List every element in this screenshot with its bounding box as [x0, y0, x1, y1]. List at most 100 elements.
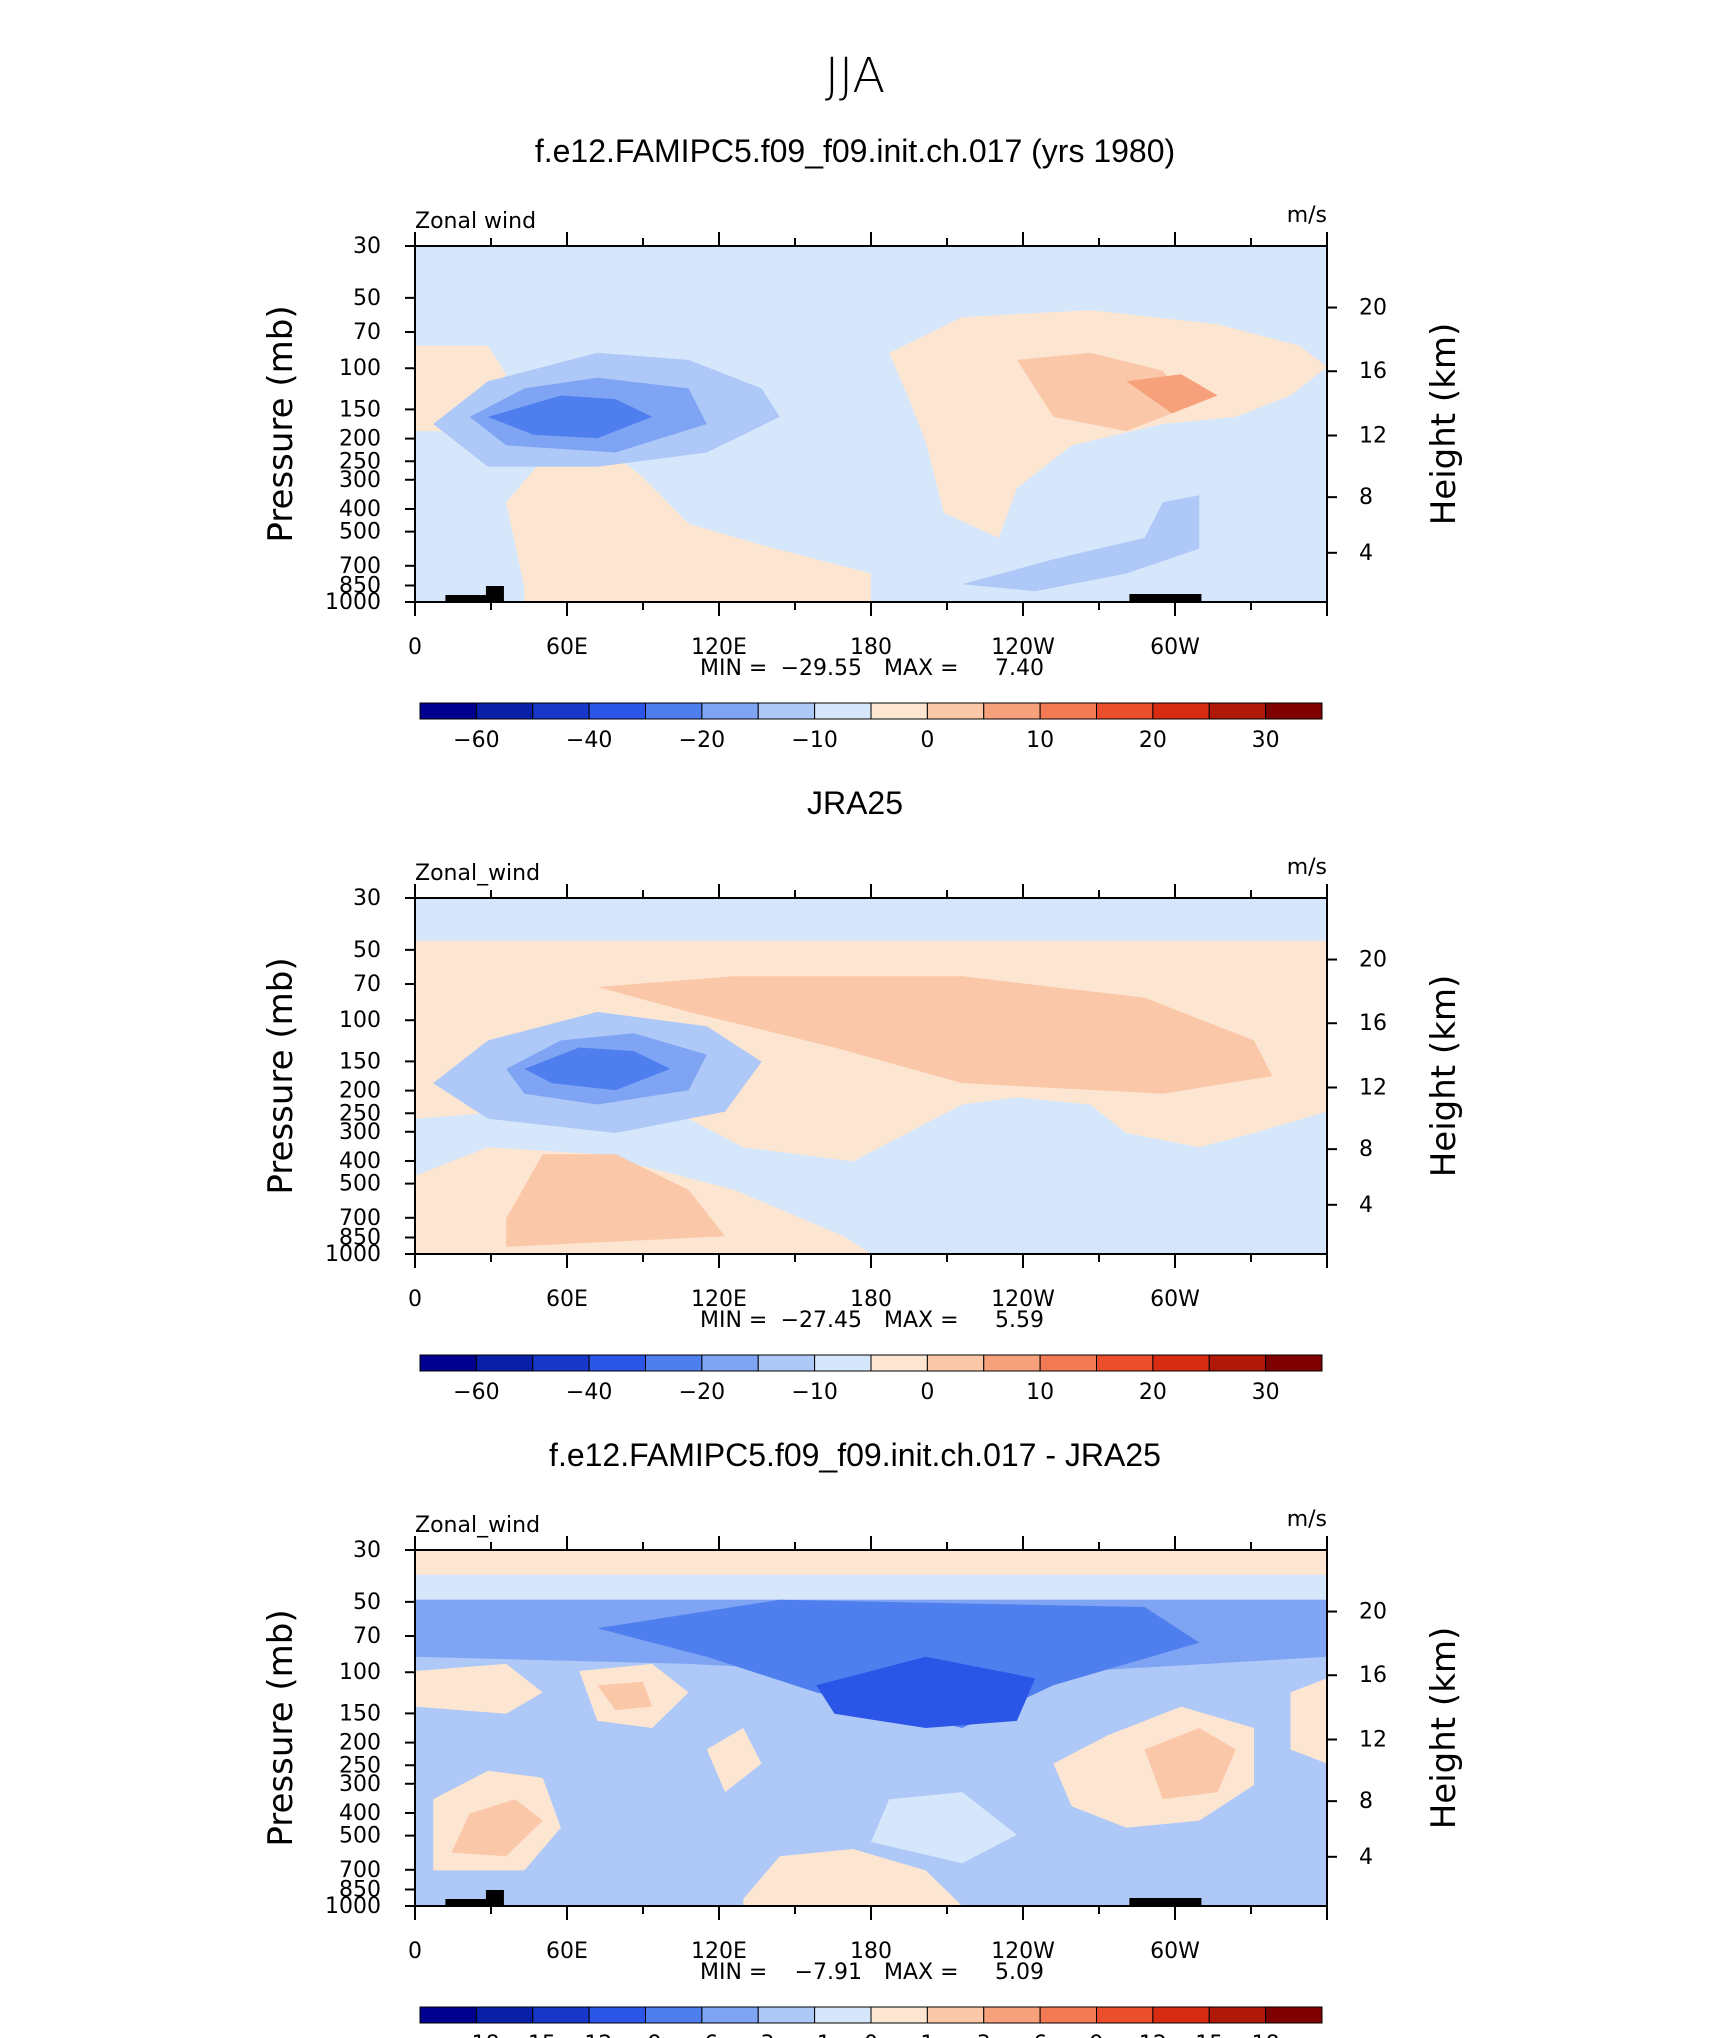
x-tick-label: 60E: [546, 635, 588, 660]
right-tick-label: 20: [1359, 296, 1387, 321]
contour-region: [506, 441, 871, 602]
x-tick-label: 120E: [691, 1287, 747, 1312]
colorbar-swatch: [645, 2006, 703, 2024]
colorbar-swatch: [1208, 1354, 1267, 1372]
contour-region: [415, 1574, 1327, 1600]
y-tick-label: 100: [339, 356, 381, 381]
colorbar-label: −3: [742, 2032, 774, 2038]
colorbar-swatch: [926, 1354, 985, 1372]
max-label: MAX =: [884, 1960, 959, 1985]
contour-fills: [415, 1550, 1327, 1906]
y-tick-label: 500: [339, 1824, 381, 1849]
colorbar-swatch: [1265, 2006, 1323, 2024]
contour-region: [597, 1681, 653, 1711]
max-value: 7.40: [995, 656, 1044, 681]
colorbar-swatch: [814, 702, 872, 720]
units-label: m/s: [1287, 855, 1327, 880]
contour-region: [1144, 1728, 1236, 1800]
right-tick-label: 16: [1359, 1663, 1387, 1688]
colorbar-swatch: [588, 2006, 646, 2024]
colorbar: −18 −15 −12 −9 −6 −3 −1 0 1 3 6 9 12 15 18: [419, 2006, 1323, 2038]
variable-label: Zonal_wind: [415, 1513, 540, 1538]
min-value: −27.45: [781, 1308, 862, 1333]
colorbar-label: −6: [686, 2032, 718, 2038]
x-tick-label: 60W: [1150, 1287, 1200, 1312]
right-tick-label: 20: [1359, 1600, 1387, 1625]
max-value: 5.59: [995, 1308, 1044, 1333]
colorbar-swatch: [532, 702, 590, 720]
y-tick-label: 300: [339, 468, 381, 493]
y-tick-label: 30: [353, 234, 381, 259]
y-tick-label: 500: [339, 1172, 381, 1197]
topography: [445, 1899, 496, 1906]
right-tick-label: 12: [1359, 424, 1387, 449]
contour-fills: [415, 246, 1327, 602]
colorbar-swatch: [870, 1354, 928, 1372]
colorbar-swatch: [1039, 1354, 1097, 1372]
colorbar-label: 30: [1252, 1380, 1280, 1405]
x-tick-label: 60E: [546, 1939, 588, 1964]
x-tick-label: 120E: [691, 635, 747, 660]
colorbar-label: 15: [1195, 2032, 1223, 2038]
contour-region: [706, 1728, 762, 1793]
colorbar-swatch: [1152, 2006, 1210, 2024]
colorbar-label: 10: [1026, 1380, 1054, 1405]
x-tick-label: 120W: [991, 1939, 1055, 1964]
x-tick-label: 180: [850, 635, 892, 660]
panel-title: f.e12.FAMIPC5.f09_f09.init.ch.017 - JRA2…: [549, 1437, 1161, 1473]
colorbar-label: 0: [920, 728, 934, 753]
right-axis-label: Height (km): [1424, 323, 1464, 526]
y-tick-label: 400: [339, 1149, 381, 1174]
min-label: MIN =: [700, 1960, 767, 1985]
right-tick-label: 8: [1359, 1137, 1373, 1162]
x-tick-label: 180: [850, 1939, 892, 1964]
contour-region: [962, 495, 1200, 592]
colorbar-label: 0: [920, 1380, 934, 1405]
colorbar-swatch: [1039, 702, 1097, 720]
units-label: m/s: [1287, 203, 1327, 228]
colorbar-swatch: [1208, 2006, 1267, 2024]
contour-region: [743, 1849, 963, 1906]
y-tick-label: 400: [339, 1801, 381, 1826]
colorbar-label: −60: [453, 1380, 499, 1405]
contour-region: [871, 1792, 1017, 1864]
x-tick-label: 60E: [546, 1287, 588, 1312]
topography: [1129, 1898, 1202, 1906]
y-tick-label: 300: [339, 1120, 381, 1145]
colorbar-swatch: [701, 2006, 759, 2024]
colorbar-swatch: [757, 702, 816, 720]
right-tick-label: 8: [1359, 1789, 1373, 1814]
x-tick-label: 120W: [991, 635, 1055, 660]
x-tick-label: 120W: [991, 1287, 1055, 1312]
y-tick-label: 200: [339, 427, 381, 452]
colorbar: −60 −40 −20 −10 0 10 20 30: [419, 1354, 1323, 1405]
contour-region: [816, 1656, 1036, 1728]
y-tick-label: 700: [339, 1206, 381, 1231]
right-tick-label: 4: [1359, 1193, 1373, 1218]
x-tick-label: 180: [850, 1287, 892, 1312]
y-tick-label: 50: [353, 286, 381, 311]
colorbar-swatch: [1096, 702, 1154, 720]
contour-region: [506, 1154, 726, 1247]
colorbar-label: −9: [629, 2032, 661, 2038]
colorbar-label: −20: [679, 728, 725, 753]
y-tick-label: 250: [339, 449, 381, 474]
y-tick-label: 250: [339, 1753, 381, 1778]
y-tick-label: 50: [353, 1590, 381, 1615]
colorbar-swatch: [419, 2006, 477, 2024]
colorbar-swatch: [926, 702, 985, 720]
colorbar-swatch: [1096, 2006, 1154, 2024]
y-axis-label: Pressure (mb): [261, 1609, 301, 1846]
right-tick-label: 4: [1359, 541, 1373, 566]
colorbar-label: −12: [566, 2032, 612, 2038]
colorbar-swatch: [701, 702, 759, 720]
y-tick-label: 850: [339, 1878, 381, 1903]
y-tick-label: 250: [339, 1101, 381, 1126]
y-tick-label: 1000: [325, 1242, 381, 1267]
right-tick-label: 4: [1359, 1845, 1373, 1870]
colorbar-swatch: [757, 2006, 816, 2024]
y-tick-label: 850: [339, 574, 381, 599]
colorbar-label: 20: [1139, 1380, 1167, 1405]
colorbar-swatch: [814, 1354, 872, 1372]
topography: [485, 586, 504, 602]
